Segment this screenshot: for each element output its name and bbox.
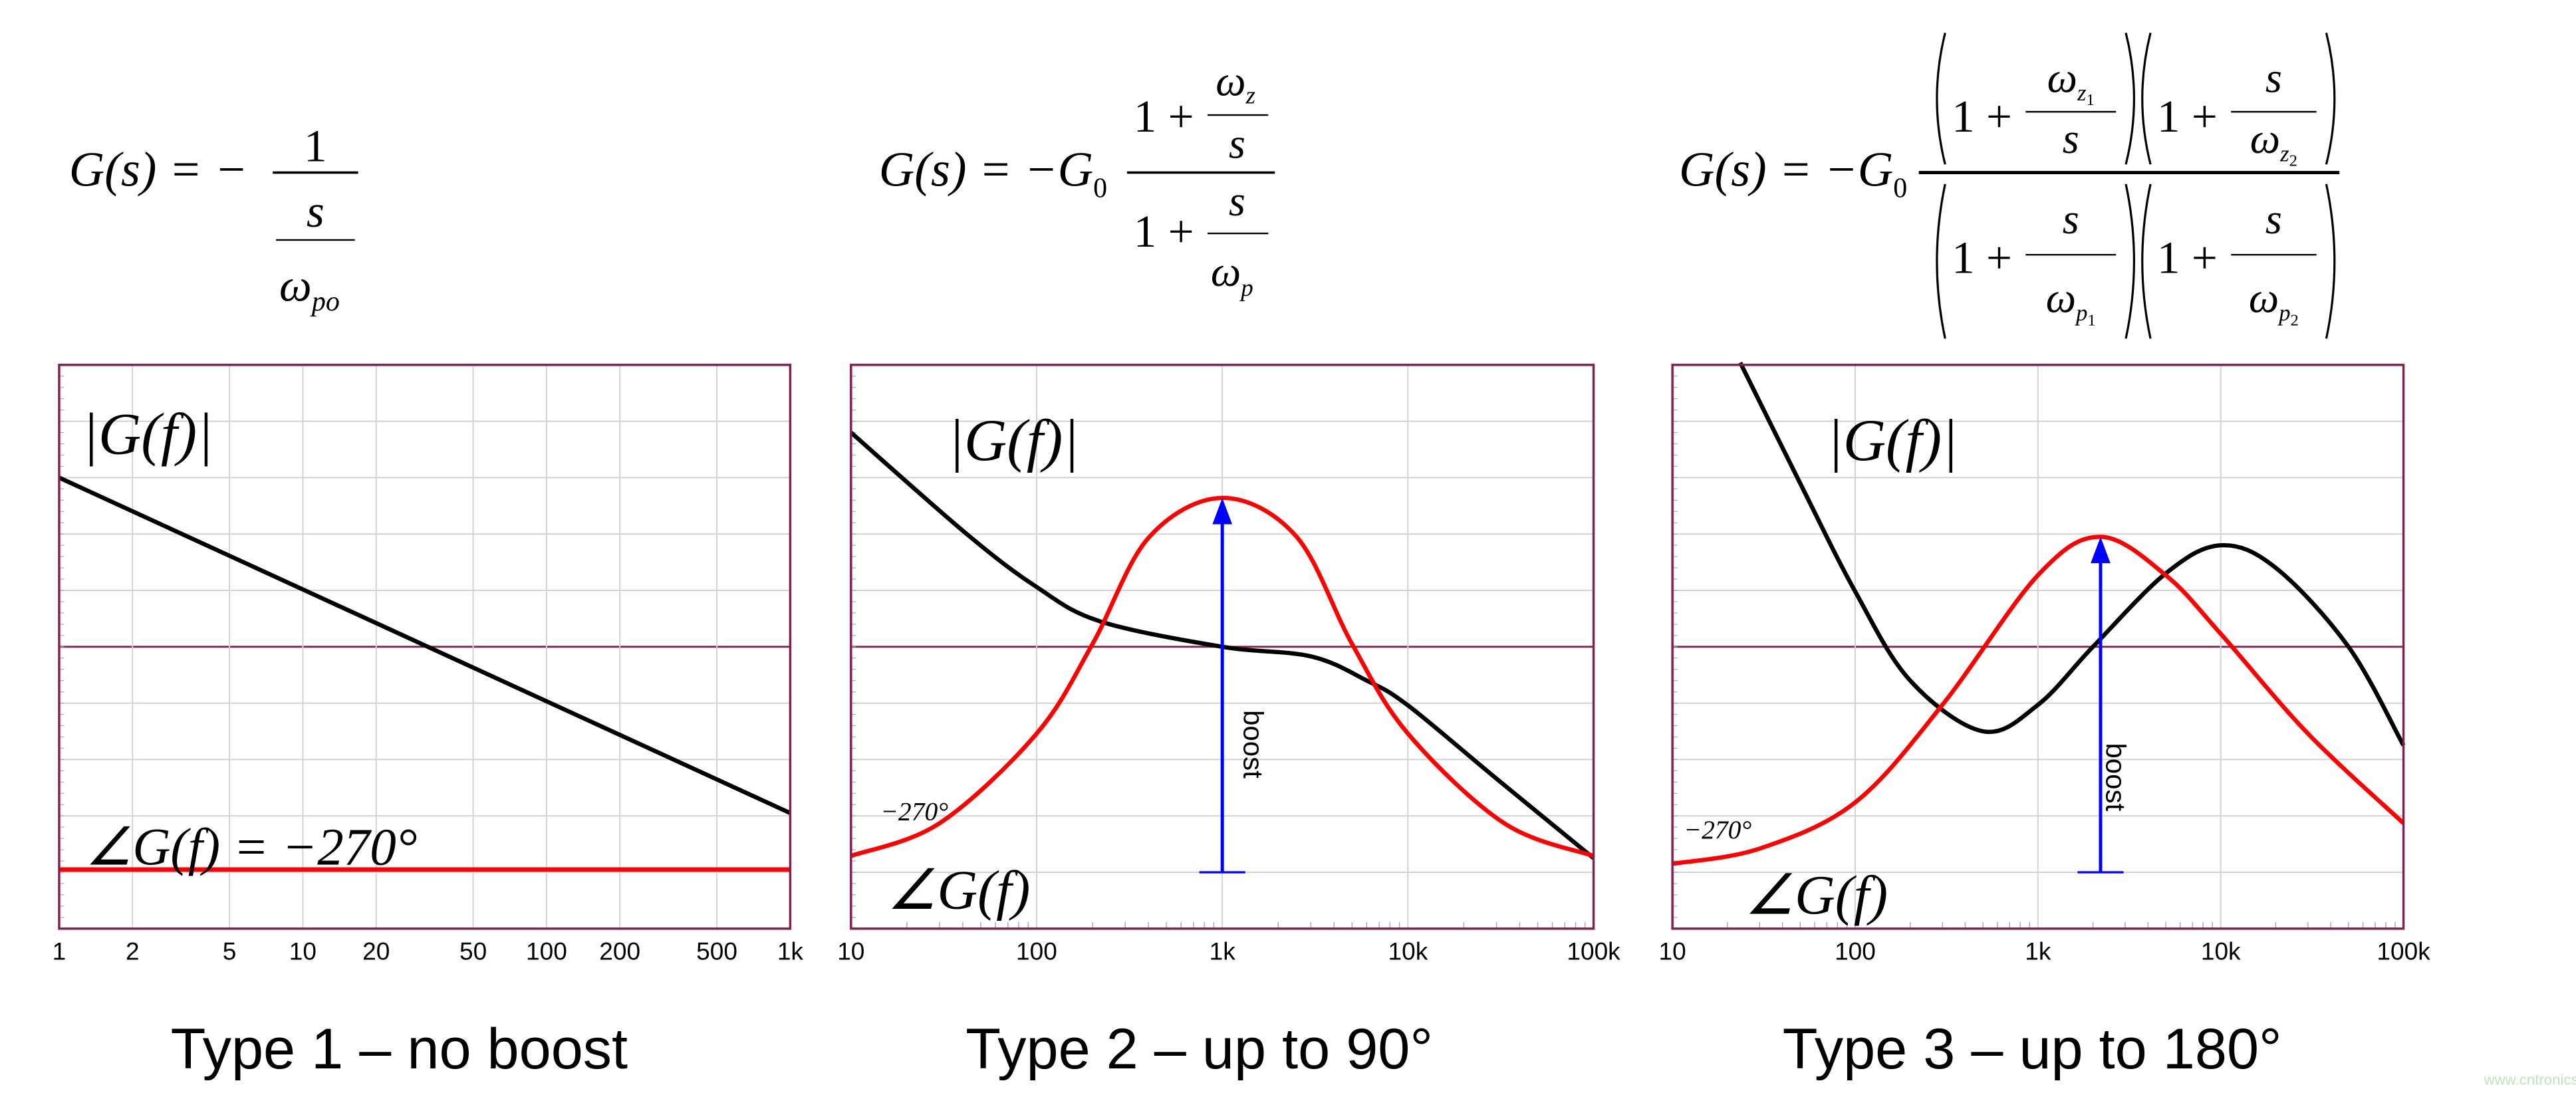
boost-arrow (1199, 497, 1245, 874)
x-tick-label: 1k (777, 937, 804, 965)
eq3-factor-num: s (2265, 195, 2282, 243)
equation-type3: G(s) = −G0 1 + ωz1 s 1 + s ωz2 1 + s ωp1 1 + s ωp2 (1679, 33, 2340, 339)
eq2-den-den: ωp (1211, 248, 1253, 302)
boost-arrow (2077, 537, 2124, 874)
minus270-label-type2: −270° (880, 797, 948, 826)
x-tick-label: 100 (526, 937, 567, 965)
magnitude-curve (1738, 362, 2406, 747)
x-tick-label: 100 (1016, 937, 1057, 965)
x-tick-label: 1 (53, 937, 66, 965)
eq3-factor-num: s (2265, 54, 2282, 101)
x-tick-label: 2 (126, 937, 140, 965)
x-tick-label: 10k (2201, 937, 2241, 965)
boost-arrow-head (1212, 497, 1232, 525)
title-type3: Type 3 – up to 180° (1783, 1017, 2282, 1081)
eq2-num-num: ωz (1216, 57, 1255, 109)
phase-curve (1672, 535, 2405, 866)
magnitude-label-type3: |G(f)| (1827, 408, 1958, 473)
eq3-factor: 1 + s ωz2 (2141, 33, 2336, 170)
right-paren (2325, 33, 2336, 165)
eq3-factor-den: ωp1 (2046, 275, 2096, 330)
eq3-factor: 1 + s ωp1 (1936, 183, 2135, 339)
eq3-factor-num: ωz1 (2047, 54, 2095, 109)
phase-label-type3: ∠G(f) (1745, 865, 1888, 927)
equation-type2: G(s) = −G0 1 + ωz s 1 + s ωp (879, 57, 1275, 302)
eq3-one-plus: 1 + (1952, 231, 2012, 283)
magnitude-label-type2: |G(f)| (948, 408, 1079, 473)
x-tick-label: 10 (1659, 937, 1686, 965)
x-tick-label: 100k (1567, 937, 1620, 965)
eq3-factor: 1 + ωz1 s (1936, 33, 2135, 165)
left-paren (1936, 183, 1946, 339)
x-tick-label: 500 (696, 937, 737, 965)
chart-type3: 10 100 1k 10k 100k (1659, 362, 2430, 965)
equation-type1: G(s) = − 1 s ωpo (69, 120, 358, 317)
x-tick-label: 50 (459, 937, 487, 965)
title-type1: Type 1 – no boost (171, 1017, 628, 1081)
title-type2: Type 2 – up to 90° (966, 1017, 1433, 1081)
phase-label-type2: ∠G(f) (887, 860, 1030, 921)
x-tick-label: 10 (289, 937, 317, 965)
boost-label-type2: boost (1237, 710, 1269, 779)
eq3-factor-den: ωz2 (2250, 115, 2297, 170)
plot-frame (58, 364, 792, 930)
left-paren (2141, 183, 2152, 339)
eq2-lhs: G(s) = −G0 (879, 142, 1107, 203)
eq1-lhs: G(s) = − (69, 142, 248, 197)
right-paren (2125, 33, 2135, 165)
eq3-one-plus: 1 + (2157, 90, 2218, 142)
eq3-factors: 1 + ωz1 s 1 + s ωz2 1 + s ωp1 1 + s ωp2 (1936, 33, 2336, 339)
eq2-num-den: s (1229, 120, 1245, 167)
x-tick-label: 10 (837, 937, 864, 965)
x-tick-label: 5 (223, 937, 237, 965)
x-tick-label: 100 (1835, 937, 1876, 965)
eq1-numerator: 1 (304, 120, 327, 171)
eq3-factor-num: s (2063, 195, 2079, 243)
eq2-den-num: s (1229, 178, 1245, 225)
eq2-num-one-plus: 1 + (1134, 90, 1194, 142)
right-paren (2325, 183, 2336, 339)
eq2-den-one-plus: 1 + (1134, 205, 1194, 257)
boost-arrow-head (2091, 537, 2111, 564)
watermark: www.cntronics.com (2484, 1072, 2576, 1088)
left-paren (2141, 33, 2152, 165)
eq1-den-numerator: s (307, 185, 324, 237)
eq3-factor-den: s (2063, 115, 2079, 162)
plot-frame (1671, 364, 2405, 930)
x-tick-label: 20 (362, 937, 390, 965)
eq3-one-plus: 1 + (1952, 90, 2012, 142)
chart-type1: 1 2 5 10 20 50 100 200 500 1k (53, 364, 804, 965)
x-tick-label: 200 (599, 937, 640, 965)
eq3-factor: 1 + s ωp2 (2141, 183, 2336, 339)
boost-label-type3: boost (2100, 743, 2131, 811)
eq1-den-denominator: ωpo (279, 259, 340, 317)
x-tick-label: 10k (1388, 937, 1428, 965)
x-tick-label: 1k (1210, 937, 1236, 965)
right-paren (2125, 183, 2135, 339)
magnitude-label-type1: |G(f)| (82, 402, 213, 467)
eq3-factor-den: ωp2 (2249, 275, 2299, 330)
magnitude-curve (58, 475, 791, 815)
eq3-lhs: G(s) = −G0 (1679, 142, 1907, 203)
eq3-one-plus: 1 + (2157, 231, 2218, 283)
phase-label-type1: ∠G(f) = −270° (85, 818, 417, 876)
chart-type2: 10 100 1k 10k 100k (837, 364, 1620, 965)
minus270-label-type3: −270° (1684, 815, 1751, 844)
x-tick-label: 1k (2025, 937, 2051, 965)
plot-frame (850, 364, 1595, 930)
left-paren (1936, 33, 1946, 165)
magnitude-curve (849, 431, 1595, 860)
x-tick-label: 100k (2377, 937, 2430, 965)
